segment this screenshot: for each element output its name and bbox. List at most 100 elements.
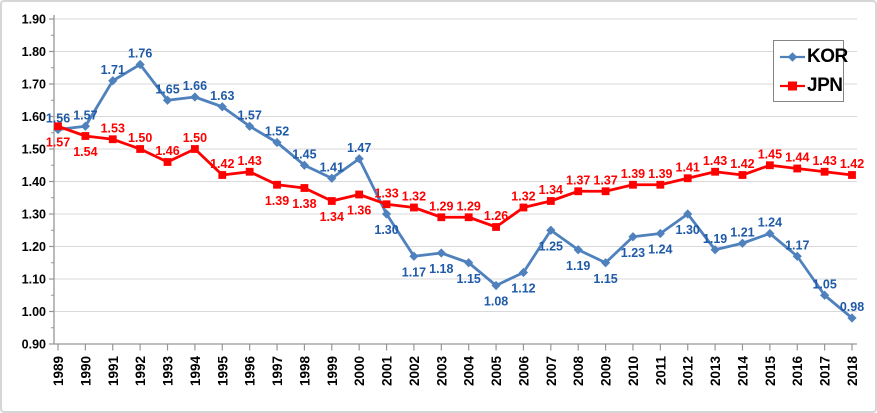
x-axis-tick-label: 1995: [215, 356, 230, 387]
x-axis-tick-label: 1998: [297, 356, 312, 387]
jpn-data-label: 1.29: [429, 199, 453, 213]
jpn-data-label: 1.44: [785, 151, 809, 165]
x-axis-tick-label: 1991: [106, 356, 121, 387]
x-axis-tick-label: 2014: [735, 356, 750, 387]
jpn-data-label: 1.39: [265, 194, 289, 208]
kor-data-label: 1.56: [46, 112, 70, 126]
kor-data-label: 1.08: [484, 295, 508, 309]
kor-data-point: [737, 238, 748, 248]
jpn-data-point: [574, 187, 583, 196]
kor-data-label: 0.98: [840, 300, 864, 314]
kor-data-point: [546, 225, 556, 235]
y-axis-tick-label: 1.90: [22, 13, 46, 27]
jpn-data-label: 1.42: [210, 157, 234, 171]
jpn-data-point: [683, 174, 692, 183]
jpn-data-label: 1.57: [46, 135, 70, 149]
jpn-series-line: [56, 124, 854, 229]
y-axis-tick-label: 0.90: [22, 338, 46, 352]
kor-series-line: [56, 63, 854, 320]
kor-data-point: [108, 76, 118, 86]
jpn-data-label: 1.42: [840, 157, 864, 171]
kor-data-label: 1.71: [101, 63, 125, 77]
x-axis-tick-label: 2001: [380, 356, 395, 387]
x-axis-tick-label: 1992: [133, 356, 148, 386]
kor-data-label: 1.15: [457, 272, 481, 286]
x-axis-tick-label: 2004: [462, 356, 477, 387]
y-axis-tick-label: 1.50: [22, 143, 46, 157]
kor-data-label: 1.47: [347, 141, 371, 155]
jpn-data-label: 1.43: [703, 154, 727, 168]
jpn-data-label: 1.43: [812, 154, 836, 168]
kor-data-point: [628, 232, 638, 242]
kor-data-point: [354, 154, 364, 164]
jpn-data-point: [190, 145, 199, 153]
jpn-data-point: [464, 213, 473, 222]
x-axis-tick-label: 1999: [325, 356, 340, 386]
x-axis-tick-label: 1993: [161, 356, 176, 387]
y-axis-tick-label: 1.80: [22, 45, 46, 59]
jpn-data-label: 1.38: [292, 197, 316, 211]
jpn-data-point: [300, 184, 309, 192]
y-axis-tick-label: 1.60: [22, 110, 46, 124]
kor-data-point: [491, 280, 501, 291]
x-axis-tick-label: 2002: [407, 356, 422, 386]
jpn-data-point: [136, 145, 145, 153]
kor-data-label: 1.25: [539, 239, 563, 253]
x-axis-tick-label: 2003: [434, 356, 449, 387]
y-axis-tick-label: 1.30: [22, 208, 46, 222]
legend-label-kor: KOR: [807, 46, 848, 67]
x-axis-tick-label: 2013: [708, 356, 723, 387]
kor-data-label: 1.66: [183, 79, 207, 93]
x-axis-tick-label: 2016: [790, 356, 805, 387]
jpn-data-point: [410, 203, 418, 212]
jpn-data-label: 1.34: [320, 210, 344, 224]
jpn-data-label: 1.39: [648, 167, 672, 181]
jpn-data-label: 1.34: [539, 183, 563, 197]
jpn-data-point: [765, 161, 774, 170]
jpn-data-point: [820, 167, 829, 176]
x-axis-tick-label: 2017: [818, 356, 833, 386]
kor-data-label: 1.57: [73, 108, 97, 122]
jpn-data-point: [601, 187, 610, 196]
kor-data-point: [190, 92, 200, 102]
jpn-data-label: 1.50: [183, 131, 207, 145]
jpn-data-point: [629, 180, 637, 189]
jpn-data-label: 1.37: [593, 173, 617, 187]
kor-data-point: [245, 121, 255, 131]
jpn-series-marker-icon: [780, 81, 805, 90]
y-axis-tick-label: 1.00: [22, 305, 46, 319]
kor-data-point: [710, 245, 720, 255]
kor-data-point: [135, 59, 145, 70]
kor-data-label: 1.30: [676, 223, 700, 237]
x-axis-tick-label: 2008: [571, 356, 586, 387]
x-axis-tick-label: 2012: [681, 356, 696, 386]
y-axis-tick-label: 1.20: [22, 240, 46, 254]
kor-data-label: 1.21: [730, 225, 754, 239]
kor-data-point: [436, 248, 446, 258]
kor-data-point: [272, 137, 282, 148]
kor-data-point: [299, 160, 310, 170]
kor-data-point: [464, 258, 474, 268]
jpn-data-point: [273, 180, 281, 189]
jpn-data-point: [738, 171, 747, 179]
legend: KOR JPN: [773, 40, 848, 102]
x-axis-tick-label: 2000: [352, 356, 367, 386]
x-axis-tick-label: 1996: [243, 356, 258, 387]
kor-data-label: 1.65: [155, 82, 179, 96]
kor-series-marker-icon: [780, 51, 805, 62]
kor-data-point: [409, 251, 419, 261]
jpn-data-label: 1.45: [758, 147, 782, 161]
kor-data-point: [765, 228, 775, 239]
x-axis-tick-label: 2015: [763, 356, 778, 387]
legend-item-kor: KOR: [779, 47, 848, 66]
jpn-data-point: [656, 180, 665, 189]
jpn-data-point: [355, 190, 364, 199]
y-axis-tick-label: 1.10: [22, 273, 46, 287]
jpn-data-point: [327, 197, 336, 205]
jpn-data-label: 1.26: [484, 209, 508, 223]
jpn-data-label: 1.32: [402, 190, 426, 204]
kor-data-label: 1.41: [320, 160, 344, 174]
kor-data-label: 1.52: [265, 125, 289, 139]
kor-data-label: 1.15: [593, 272, 617, 286]
kor-data-point: [162, 95, 173, 105]
